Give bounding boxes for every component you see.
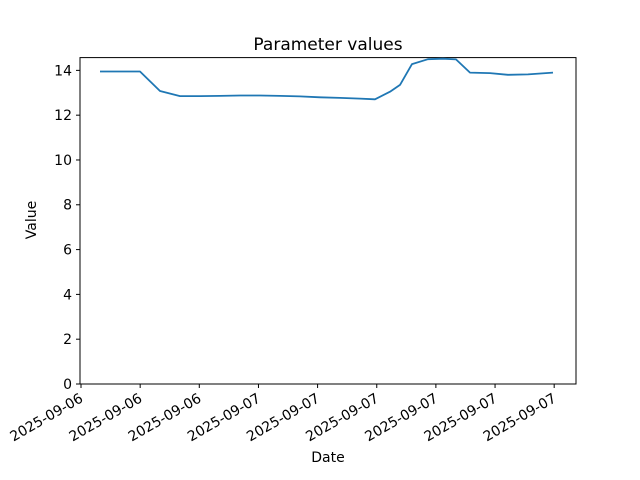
y-tick-label: 14 (54, 63, 72, 79)
axes-spines (79, 57, 577, 385)
x-axis-label: Date (311, 450, 344, 466)
y-tick-label: 6 (63, 242, 72, 258)
y-tick-label: 0 (63, 377, 72, 393)
data-line-parameter-values-line (100, 57, 554, 101)
y-tick-label: 12 (54, 108, 72, 124)
y-tick-label: 10 (54, 153, 72, 169)
chart-title: Parameter values (253, 35, 402, 55)
y-tick-label: 4 (63, 287, 72, 303)
y-tick-label: 2 (63, 332, 72, 348)
y-axis-label: Value (24, 201, 40, 239)
y-tick-label: 8 (63, 198, 72, 214)
plot-area: 024681012142025-09-062025-09-062025-09-0… (8, 57, 577, 445)
